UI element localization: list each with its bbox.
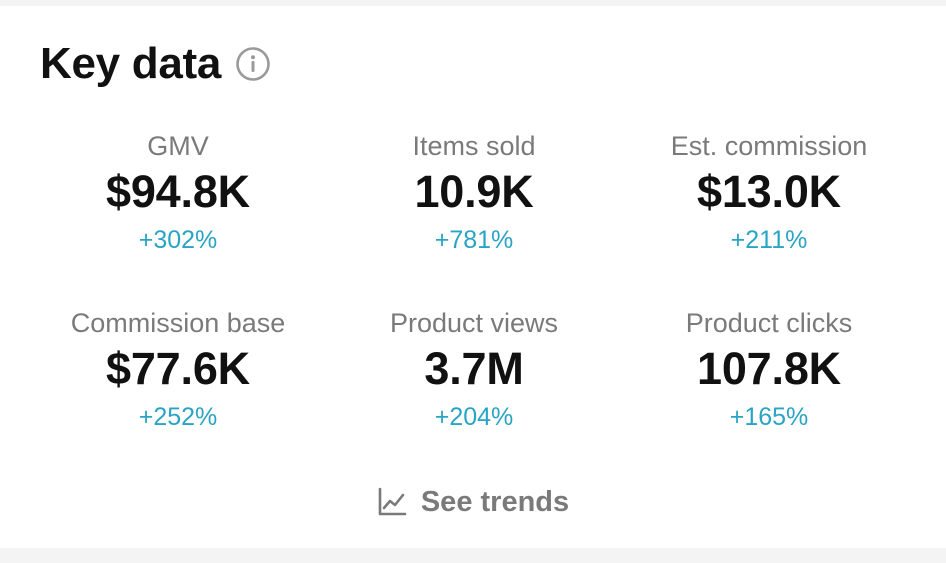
- card-title: Key data: [40, 39, 222, 88]
- metric-items-sold[interactable]: Items sold 10.9K +781%: [326, 126, 622, 303]
- metric-label: Items sold: [412, 131, 536, 161]
- metrics-grid: GMV $94.8K +302% Items sold 10.9K +781% …: [30, 126, 916, 480]
- metric-value: 3.7M: [424, 343, 524, 394]
- metric-est-commission[interactable]: Est. commission $13.0K +211%: [622, 126, 916, 303]
- metric-change: +204%: [434, 403, 514, 431]
- trends-row: See trends: [0, 480, 946, 524]
- metric-change: +165%: [729, 403, 809, 431]
- key-data-card: Key data GMV $94.8K +302% Items sold 10.…: [0, 6, 946, 548]
- card-header: Key data: [40, 36, 271, 92]
- metric-value: $77.6K: [106, 343, 250, 394]
- metric-label: GMV: [147, 131, 209, 161]
- metric-label: Product views: [389, 308, 559, 338]
- metric-change: +302%: [138, 226, 218, 254]
- metric-product-clicks[interactable]: Product clicks 107.8K +165%: [622, 303, 916, 480]
- metric-label: Product clicks: [685, 308, 853, 338]
- line-chart-icon: [377, 487, 407, 517]
- see-trends-label: See trends: [420, 485, 570, 518]
- metric-value: 10.9K: [414, 166, 534, 217]
- metric-change: +252%: [138, 403, 218, 431]
- metric-product-views[interactable]: Product views 3.7M +204%: [326, 303, 622, 480]
- metric-change: +781%: [434, 226, 514, 254]
- metric-label: Est. commission: [670, 131, 868, 161]
- metric-label: Commission base: [70, 308, 286, 338]
- metric-change: +211%: [730, 226, 808, 254]
- see-trends-button[interactable]: See trends: [377, 486, 569, 519]
- metric-gmv[interactable]: GMV $94.8K +302%: [30, 126, 326, 303]
- metric-value: 107.8K: [697, 343, 841, 394]
- metric-value: $94.8K: [106, 166, 250, 217]
- top-divider: [0, 0, 946, 6]
- metric-value: $13.0K: [697, 166, 841, 217]
- metric-commission-base[interactable]: Commission base $77.6K +252%: [30, 303, 326, 480]
- info-circle-icon[interactable]: [235, 46, 271, 82]
